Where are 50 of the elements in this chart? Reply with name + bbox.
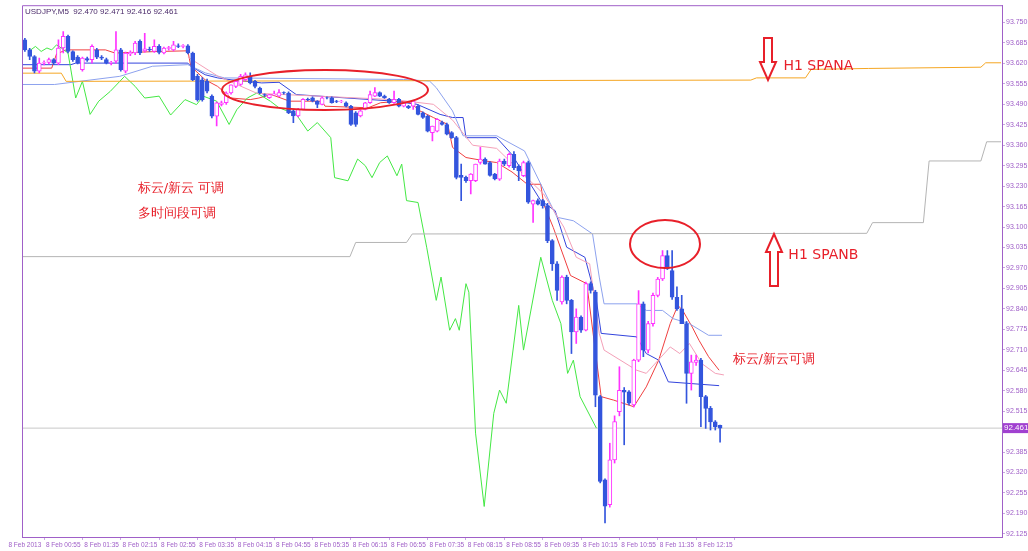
candlestick [454,136,459,180]
candlestick [377,91,382,98]
annotation: 标云/新云 可调 [136,180,225,196]
candlestick [219,100,224,107]
candlestick [51,58,56,65]
candlestick [684,321,689,404]
candlestick [310,96,315,103]
candlestick [214,101,219,127]
candlestick [540,199,546,209]
candlestick [286,91,291,115]
candlestick [497,158,502,181]
candlestick [621,387,627,446]
candlestick [545,203,550,244]
candlestick [123,51,128,74]
candlestick [660,250,665,281]
annotation: H1 SPANB [788,246,859,263]
candlestick [473,163,478,183]
candlestick [75,55,80,65]
candlestick [152,39,157,53]
candlestick [99,55,104,60]
candlestick [291,109,296,123]
annotation: 标云/新云可调 [731,350,815,366]
candlestick [104,57,109,65]
candlestick [641,301,646,358]
candlestick [80,56,85,72]
candlestick [267,93,272,99]
candlestick [315,100,320,109]
candlestick [521,160,526,178]
candlestick [636,290,641,363]
candlestick [171,41,176,52]
candlestick [56,39,61,65]
candlestick [564,274,569,305]
chart-title: USDJPY,M5 92.470 92.471 92.416 92.461 [25,7,179,17]
candlestick [271,90,277,96]
candlestick [617,366,622,417]
candlestick [612,415,617,464]
candlestick [688,354,694,391]
candlestick [32,55,37,74]
candlestick [708,406,713,431]
candlestick [478,147,483,165]
candlestick [358,109,363,118]
candlestick [27,47,32,60]
candlestick [425,114,430,133]
annotation: H1 SPANA [783,57,854,74]
annotation: 多时间段可调 [137,205,216,221]
candlestick [569,299,574,354]
ref-line-label: 92.461 [1004,423,1028,433]
candlestick [593,289,598,408]
candlestick [147,46,152,52]
candlestick [588,281,593,294]
